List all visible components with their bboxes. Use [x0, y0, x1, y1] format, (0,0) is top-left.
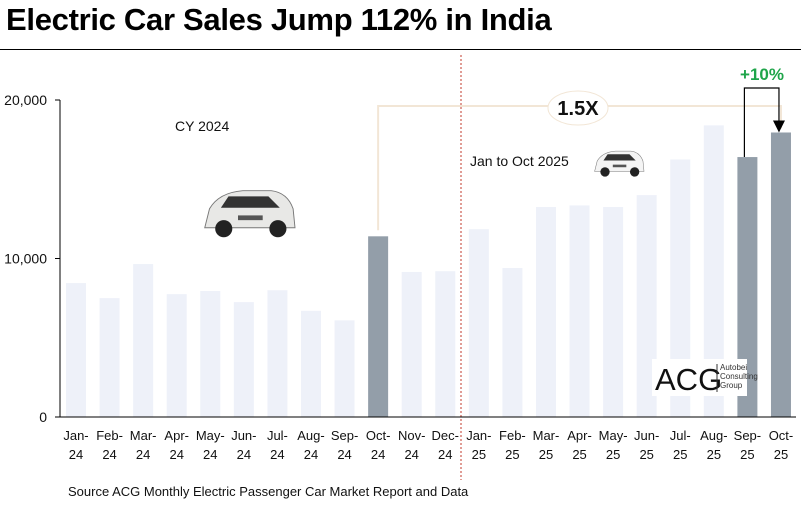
x-tick-label: Feb-24 [96, 428, 123, 462]
logo-text: Autobei [720, 363, 747, 372]
logo-mark: ACG [655, 362, 722, 397]
bar-Jul-25 [670, 159, 691, 417]
mom-arrow [743, 87, 780, 158]
x-tick-label: Oct-24 [366, 428, 391, 462]
multiple-badge [547, 90, 609, 126]
ev-car-2024-image [204, 190, 296, 238]
y-tick-label: 0 [39, 409, 47, 425]
x-tick-label: Jan-25 [466, 428, 491, 462]
x-tick-label: Jul-25 [670, 428, 691, 462]
y-tick-label: 20,000 [4, 92, 47, 108]
mom-growth-label: +10% [740, 65, 784, 84]
bar-Nov-24 [401, 271, 422, 417]
x-tick-label: Jul-24 [267, 428, 288, 462]
logo-text: Consulting [720, 372, 758, 381]
x-tick-label: May-25 [599, 428, 628, 462]
bar-Dec-24 [435, 271, 456, 417]
bar-Mar-25 [535, 206, 556, 417]
bar-Apr-25 [569, 205, 590, 417]
bar-Oct-24 [368, 236, 389, 417]
x-tick-label: Sep-24 [331, 428, 358, 462]
y-tick-label: 10,000 [4, 251, 47, 267]
bar-Jan-24 [66, 283, 86, 417]
multiple-label: 1.5X [557, 98, 599, 120]
bar-Jun-25 [636, 195, 657, 417]
bar-Apr-24 [166, 294, 187, 417]
x-tick-label: Nov-24 [398, 428, 425, 462]
source-note: Source ACG Monthly Electric Passenger Ca… [68, 484, 469, 499]
x-tick-label: Apr-24 [164, 428, 189, 462]
logo-text: Group [720, 381, 743, 390]
bar-Oct-25 [770, 132, 791, 417]
bar-Aug-24 [300, 310, 321, 417]
page-title: Electric Car Sales Jump 112% in India [6, 2, 552, 37]
x-tick-label: Jun-24 [231, 428, 256, 462]
ytd2025-label: Jan to Oct 2025 [470, 153, 569, 169]
bar-Feb-25 [502, 268, 523, 417]
bar-Feb-24 [99, 298, 120, 417]
x-tick-label: Aug-25 [700, 428, 727, 462]
x-tick-label: Feb-25 [499, 428, 526, 462]
ev-car-2025-image [594, 150, 645, 177]
bar-Jul-24 [267, 290, 288, 417]
x-tick-label: May-24 [196, 428, 225, 462]
x-tick-label: Apr-25 [567, 428, 592, 462]
bar-Sep-25 [737, 157, 758, 417]
bar-Jun-24 [233, 302, 254, 417]
x-tick-label: Mar-24 [130, 428, 157, 462]
x-tick-label: Dec-24 [432, 428, 459, 462]
x-tick-label: Oct-25 [769, 428, 794, 462]
x-tick-label: Aug-24 [297, 428, 324, 462]
bar-May-25 [603, 206, 624, 417]
x-tick-label: Jun-25 [634, 428, 659, 462]
x-tick-label: Sep-25 [734, 428, 761, 462]
cy2024-label: CY 2024 [175, 118, 229, 134]
bar-Sep-24 [334, 320, 355, 417]
bar-Jan-25 [468, 229, 489, 417]
bar-Aug-25 [703, 125, 724, 418]
arrow-head-icon [772, 120, 785, 133]
bar-Mar-24 [133, 264, 154, 417]
x-tick-label: Mar-25 [533, 428, 560, 462]
x-tick-label: Jan-24 [63, 428, 88, 462]
title-divider [0, 49, 801, 50]
bar-May-24 [200, 290, 221, 417]
